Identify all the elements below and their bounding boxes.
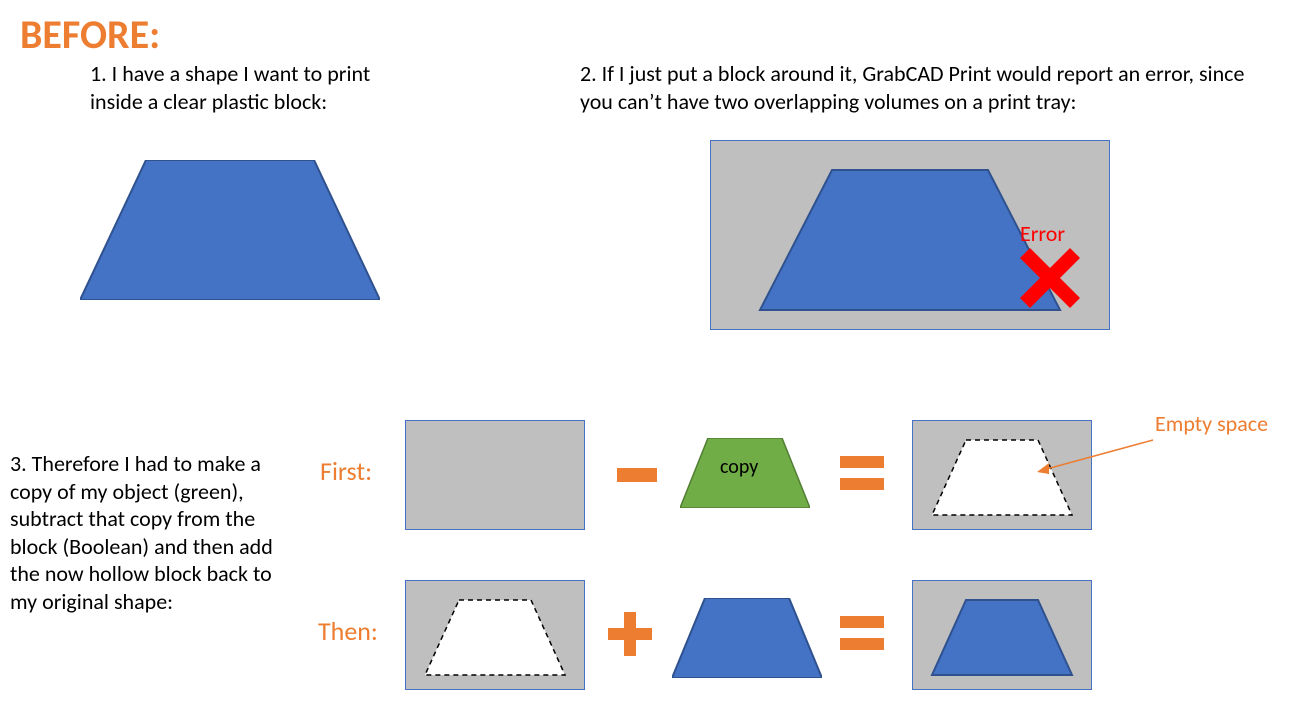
plus-icon [608,612,652,656]
first-label: First: [320,455,372,487]
first-grey-block [405,420,585,530]
blue-trapezoid [672,598,822,678]
then-equals-icon [840,616,884,650]
page-title: BEFORE: [20,10,160,59]
first-equals-icon [840,456,884,490]
step2-text: 2. If I just put a block around it, Grab… [580,60,1280,115]
then-result-block [912,580,1092,690]
minus-icon [617,468,657,482]
error-label: Error [1020,220,1065,247]
empty-space-arrow-icon [1035,438,1155,478]
step1-text: 1. I have a shape I want to print inside… [90,60,420,115]
copy-label: copy [720,455,758,479]
empty-space-label: Empty space [1155,410,1268,437]
step3-text: 3. Therefore I had to make a copy of my … [10,450,290,615]
then-label: Then: [318,615,378,647]
trapezoid-shape-1 [80,160,380,300]
error-x-icon [1020,248,1080,308]
then-hollow-block [405,580,585,690]
